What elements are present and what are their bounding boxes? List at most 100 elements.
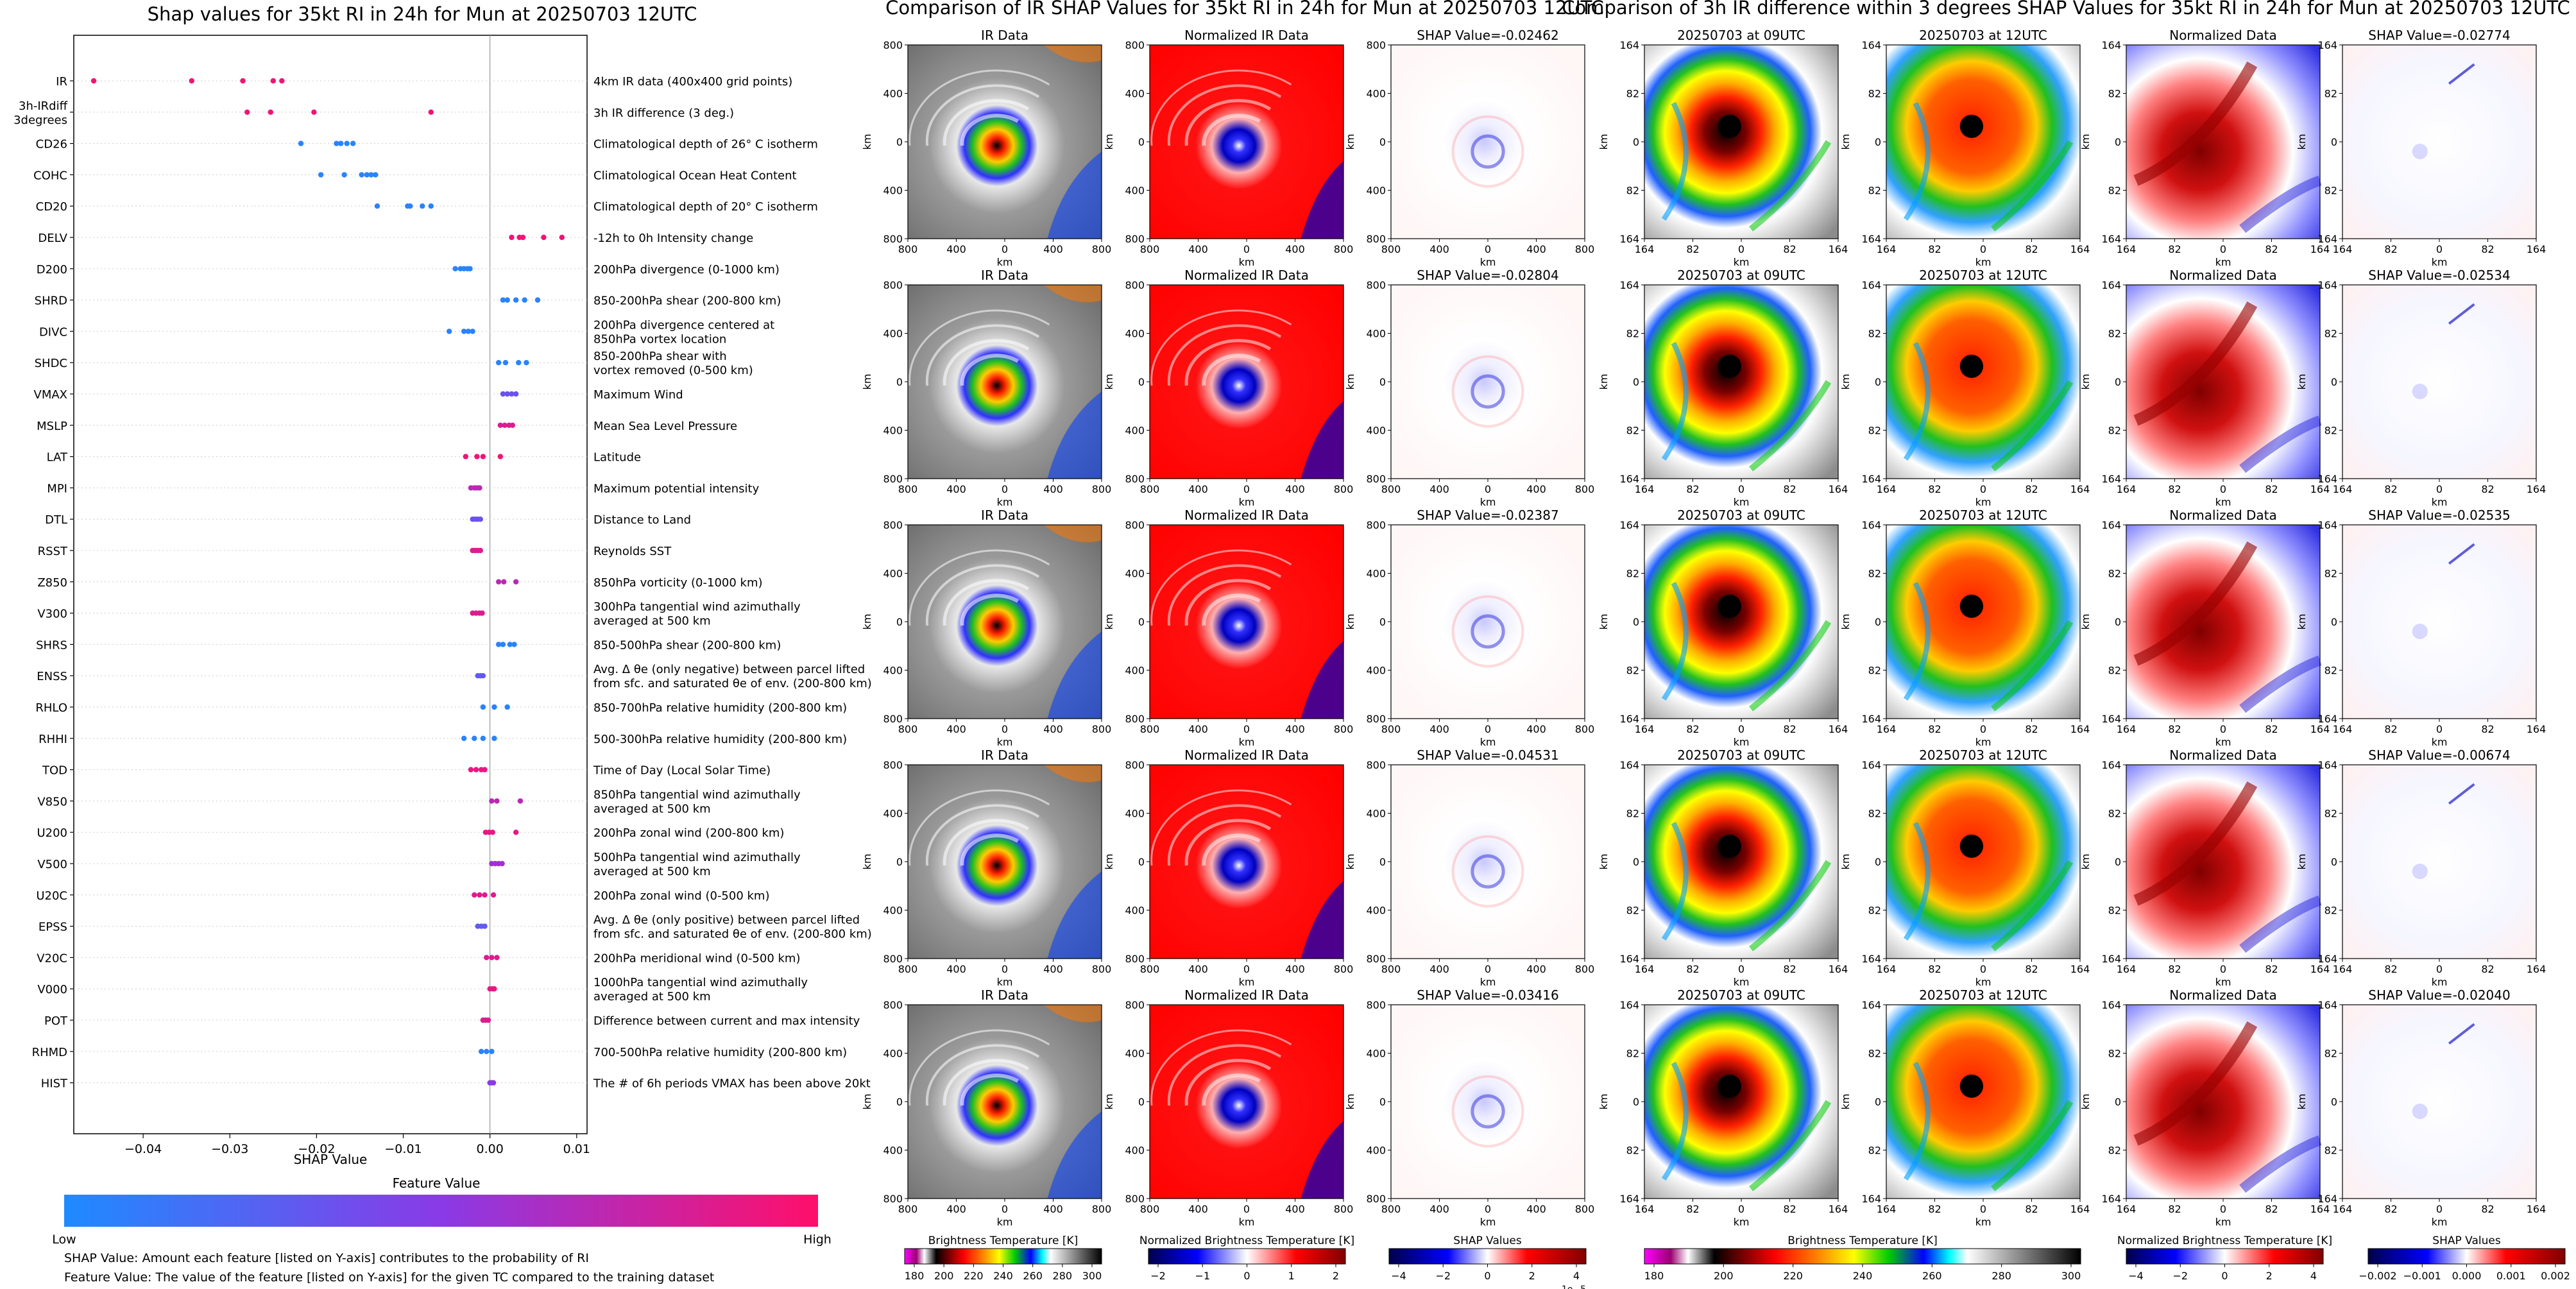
y-tick-label: 82 [2108, 88, 2121, 100]
x-tick-label: 0 [1485, 243, 1491, 255]
feature-description-label: Maximum Wind [593, 388, 683, 402]
x-tick-label: 164 [1635, 963, 1655, 975]
x-tick-label: 0 [2436, 963, 2443, 975]
x-axis-label: km [2215, 496, 2231, 508]
summary-rows: IR 4km IR data (400x400 grid points) 3h-IR… [13, 35, 872, 1134]
y-tick-label: 164 [2101, 953, 2121, 965]
x-tick-label: 0 [1243, 1203, 1250, 1215]
feature-description-label: 200hPa divergence (0-1000 km) [593, 263, 780, 277]
x-tick-label: 82 [1686, 963, 1699, 975]
feature-code-label: CD20 [36, 200, 67, 214]
x-tick-label: 0 [1485, 483, 1491, 495]
feature-row: DELV -12h to 0h Intensity change [38, 232, 753, 245]
x-tick-label: 82 [1686, 723, 1699, 735]
x-tick-label: 164 [1877, 243, 1897, 255]
colorbar-tick-label: 180 [905, 1270, 925, 1282]
feature-description-label: Reynolds SST [593, 545, 672, 558]
x-axis-label: km [1239, 736, 1255, 748]
x-tick-label: 164 [1877, 963, 1897, 975]
feature-row: MSLP Mean Sea Level Pressure [37, 420, 737, 433]
x-tick-label: 82 [2025, 243, 2038, 255]
x-axis-label: km [997, 976, 1013, 988]
x-tick-label: 800 [1092, 483, 1112, 495]
x-tick-label: 0 [2436, 243, 2443, 255]
colorbar-tick-label: 2 [1529, 1270, 1535, 1282]
shap-point [467, 266, 473, 271]
x-tick-label: 82 [2481, 723, 2494, 735]
feature-description-label: Climatological Ocean Heat Content [593, 169, 797, 182]
y-tick-label: 82 [1626, 88, 1639, 100]
panel-title: Normalized IR Data [1184, 508, 1309, 523]
shap-point [344, 141, 350, 146]
feature-description-label: 850-200hPa shear with vortex removed (0-5… [593, 350, 753, 377]
shap-point [559, 234, 565, 241]
feature-code-label: MSLP [37, 420, 67, 433]
x-tick-label: 164 [2527, 483, 2546, 495]
feature-description-label: 200hPa meridional wind (0-500 km) [593, 952, 800, 965]
y-tick-label: 400 [883, 185, 903, 197]
y-tick-label: 0 [896, 1096, 903, 1108]
colorbar-tick-label: 0 [2221, 1270, 2228, 1282]
shap-point [472, 892, 477, 898]
x-tick-label: 800 [1575, 1203, 1595, 1215]
x-tick-label: 164 [1635, 483, 1655, 495]
shap-point [490, 830, 495, 835]
y-tick-label: 82 [2324, 185, 2337, 197]
feature-code-label: SHRD [35, 295, 67, 308]
x-tick-label: 82 [1928, 723, 1941, 735]
shap-point [489, 1048, 495, 1055]
x-tick-label: 0 [1980, 1203, 1986, 1215]
y-tick-label: 800 [1366, 39, 1386, 51]
panel-title: SHAP Value=-0.02804 [1417, 268, 1558, 283]
feature-row: VMAX Maximum Wind [34, 388, 683, 402]
panel-title: SHAP Value=-0.00674 [2368, 747, 2510, 763]
y-tick-label: 0 [2331, 616, 2337, 628]
x-tick-label: 800 [1092, 723, 1112, 735]
x-tick-label: 164 [2117, 1203, 2137, 1215]
y-axis-label: km [2296, 854, 2308, 870]
y-tick-label: 0 [1138, 376, 1145, 388]
y-tick-label: 82 [2108, 425, 2121, 437]
colorbar-tick-label: 4 [1573, 1270, 1580, 1282]
y-tick-label: 400 [1125, 568, 1145, 580]
shap-point [482, 767, 488, 773]
panel-title: IR Data [981, 28, 1028, 43]
y-tick-label: 0 [2331, 376, 2337, 388]
y-tick-label: 82 [2108, 568, 2121, 580]
y-axis-label: km [2079, 854, 2092, 870]
y-tick-label: 400 [883, 1048, 903, 1060]
x-tick-label: 400 [1429, 243, 1449, 255]
feature-code-label: V500 [37, 858, 67, 871]
y-tick-label: 400 [1125, 425, 1145, 437]
x-axis-label: km [2215, 256, 2231, 268]
x-tick-label: 164 [2070, 1203, 2090, 1215]
feature-code-label: HIST [41, 1077, 68, 1091]
colorbar-label: Normalized Brightness Temperature [K] [2117, 1234, 2332, 1247]
x-tick-label: 82 [2481, 963, 2494, 975]
colorbar-label: SHAP Values [1453, 1234, 1522, 1247]
feature-description-label: -12h to 0h Intensity change [593, 232, 753, 245]
y-axis-label: km [1598, 854, 1610, 870]
y-tick-label: 82 [2108, 328, 2121, 340]
feature-row: DIVC 200hPa divergence centered at 850hPa … [39, 318, 774, 346]
shap-point [509, 391, 515, 397]
shap-point [244, 109, 250, 115]
x-tick-label: 82 [2025, 1203, 2038, 1215]
bottom-colorbars: Brightness Temperature [K]180 200 220 240 26… [904, 1234, 2570, 1289]
x-tick-label: 82 [1928, 483, 1941, 495]
colorbar-label: Brightness Temperature [K] [1787, 1234, 1937, 1247]
x-tick-label: 400 [946, 483, 966, 495]
x-tick-label: 82 [2384, 1203, 2397, 1215]
x-axis-label: km [997, 496, 1013, 508]
feature-description-label: Maximum potential intensity [593, 482, 760, 495]
shap-point [240, 78, 246, 84]
y-tick-label: 82 [2108, 185, 2121, 197]
shap-point [497, 422, 504, 428]
y-tick-label: 400 [883, 568, 903, 580]
y-tick-label: 400 [883, 425, 903, 437]
y-tick-label: 800 [1125, 473, 1145, 485]
